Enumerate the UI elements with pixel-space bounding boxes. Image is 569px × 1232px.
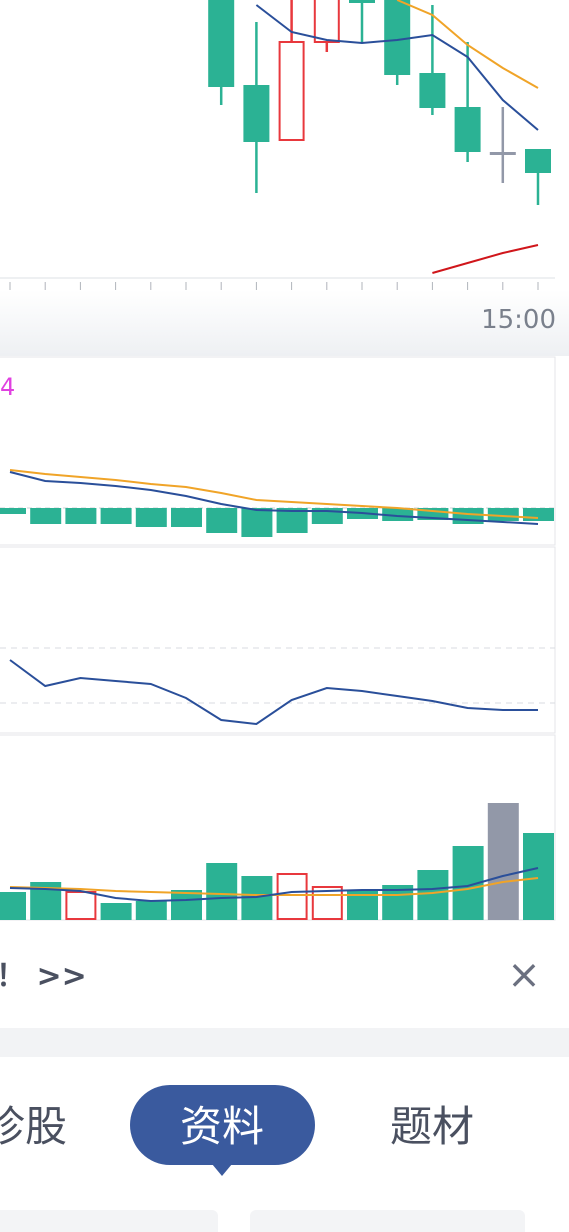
candle-body [454, 107, 481, 152]
volume-bar [276, 873, 308, 920]
volume-bar [206, 863, 238, 920]
volume-bar [487, 803, 519, 920]
line-series [432, 244, 539, 274]
candle-body [525, 149, 551, 173]
panel-frame [0, 356, 556, 546]
bar [206, 508, 238, 533]
panel-frame [0, 546, 556, 734]
volume-bar [0, 892, 26, 920]
volume-bar [65, 891, 97, 920]
candle-body [419, 73, 446, 108]
line-series [396, 0, 539, 89]
bar [523, 508, 554, 521]
bar [135, 508, 167, 527]
bar [487, 508, 519, 521]
tab[interactable]: 诊股 [0, 1102, 67, 1151]
volume-bar [135, 901, 167, 920]
bar [100, 508, 132, 524]
time-axis-strip [0, 290, 569, 356]
x-tick-label: 15:00 [481, 305, 556, 335]
bar [276, 508, 308, 533]
charts: 15:00 4 [0, 0, 556, 920]
line-series [255, 4, 539, 131]
volume-bar [100, 903, 132, 920]
active-tab-pointer [212, 1164, 232, 1176]
line-series [9, 469, 539, 519]
volume-bar [417, 870, 449, 920]
banner[interactable] [0, 921, 569, 1028]
candle-body [313, 0, 340, 43]
candle-body [384, 0, 411, 75]
candle-body [349, 0, 375, 3]
candle-body [243, 85, 270, 142]
card[interactable] [0, 1210, 218, 1232]
card[interactable] [250, 1210, 525, 1232]
tab-active[interactable]: 资料 [180, 1102, 264, 1151]
divider [0, 1028, 569, 1057]
bar [241, 508, 273, 537]
line-series [9, 659, 538, 726]
bar [0, 508, 26, 514]
volume-bar [523, 833, 554, 920]
volume-bar [311, 886, 343, 920]
line-series [9, 867, 539, 903]
bar [382, 508, 414, 521]
close-button[interactable]: × [507, 952, 541, 998]
banner-text[interactable]: ！ >> [0, 959, 87, 994]
bar [65, 508, 97, 524]
candle-body [489, 152, 516, 155]
annotation: 4 [0, 373, 15, 401]
bar [171, 508, 202, 527]
bar [30, 508, 62, 524]
panel-frame [0, 734, 556, 921]
volume-bar [171, 890, 202, 920]
candle-body [278, 41, 305, 141]
candle-body [208, 0, 235, 87]
tab-bar: 诊股 资料 题材 [0, 1085, 474, 1176]
line-series [9, 471, 539, 525]
active-tab-pill [130, 1085, 315, 1165]
tab[interactable]: 题材 [390, 1102, 474, 1151]
